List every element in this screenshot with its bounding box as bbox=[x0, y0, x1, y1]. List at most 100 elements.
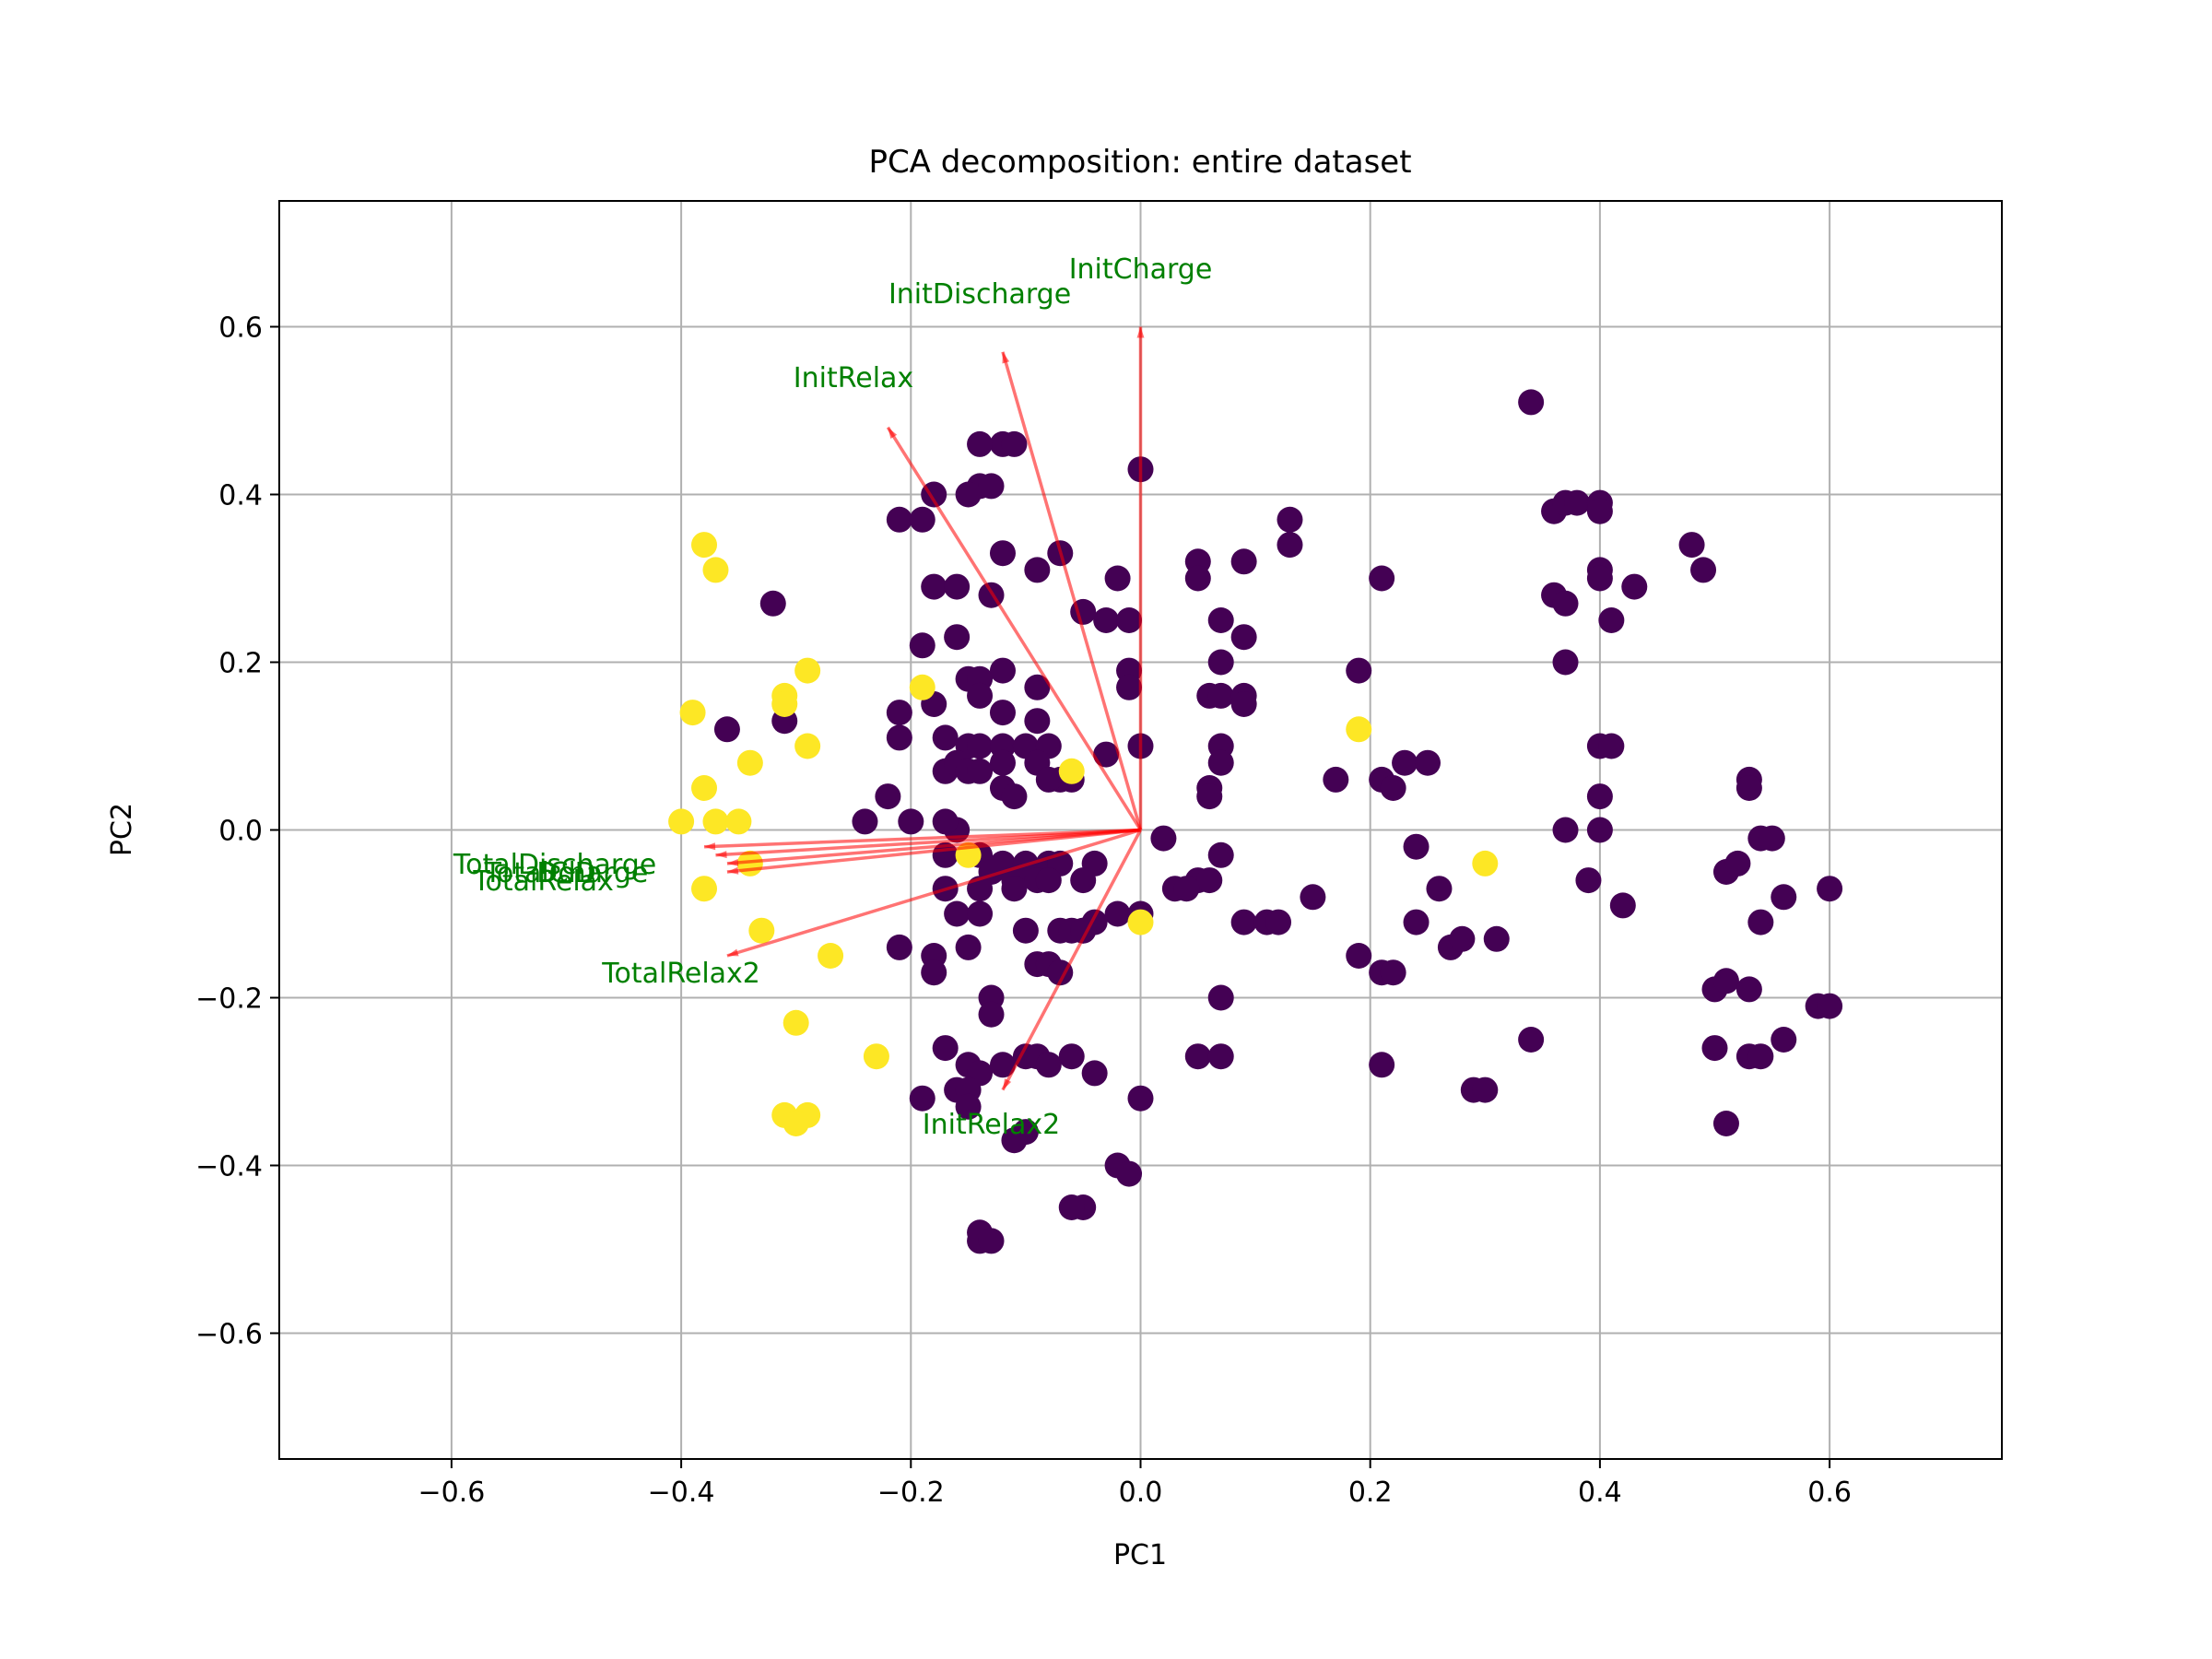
point-class_0-125 bbox=[921, 573, 947, 600]
point-class_0-48 bbox=[1403, 833, 1430, 860]
point-class_0-200 bbox=[1001, 1127, 1028, 1154]
point-class_0-59 bbox=[1472, 1077, 1499, 1103]
point-class_0-74 bbox=[1207, 749, 1234, 776]
point-class_1-5 bbox=[679, 700, 706, 726]
point-class_0-43 bbox=[1323, 766, 1349, 793]
point-class_0-12 bbox=[1552, 649, 1579, 676]
point-class_0-67 bbox=[1230, 624, 1257, 651]
point-class_0-56 bbox=[1380, 959, 1406, 986]
point-class_0-77 bbox=[1207, 841, 1234, 868]
point-class_1-14 bbox=[748, 917, 775, 944]
point-class_0-202 bbox=[713, 716, 740, 743]
point-class_0-42 bbox=[1346, 657, 1372, 684]
point-class_0-157 bbox=[898, 808, 924, 835]
point-class_0-155 bbox=[875, 783, 901, 810]
point-class_0-112 bbox=[1058, 1194, 1085, 1220]
point-class_1-11 bbox=[725, 808, 752, 835]
point-class_0-120 bbox=[886, 506, 912, 533]
y-axis-ticks: −0.6 −0.4 −0.2 0.0 0.2 0.4 0.6 bbox=[195, 312, 279, 1351]
point-class_0-186 bbox=[978, 1001, 1005, 1028]
point-class_0-190 bbox=[989, 1052, 1016, 1078]
chart-title: PCA decomposition: entire dataset bbox=[868, 144, 1411, 181]
point-class_0-86 bbox=[1207, 984, 1234, 1011]
point-class_0-87 bbox=[1184, 1043, 1211, 1070]
point-class_0-198 bbox=[955, 1093, 982, 1120]
point-class_0-20 bbox=[1575, 867, 1602, 894]
loading-label-1: InitDischarge bbox=[888, 278, 1071, 311]
point-class_0-19 bbox=[1586, 817, 1613, 843]
loading-arrowhead-6 bbox=[726, 866, 739, 875]
point-class_0-33 bbox=[1735, 976, 1762, 1003]
point-class_0-181 bbox=[921, 959, 947, 986]
point-class_1-13 bbox=[691, 876, 718, 902]
point-class_0-84 bbox=[1265, 909, 1292, 935]
point-class_0-102 bbox=[1070, 867, 1097, 894]
y-tick-label-2: −0.2 bbox=[195, 983, 263, 1016]
point-class_0-68 bbox=[1207, 649, 1234, 676]
point-class_0-141 bbox=[967, 733, 994, 759]
point-class_0-16 bbox=[1598, 733, 1625, 759]
point-class_0-40 bbox=[1712, 1111, 1739, 1136]
point-class_0-41 bbox=[1369, 565, 1395, 592]
loading-arrow-6 bbox=[726, 828, 1141, 874]
point-class_0-92 bbox=[1093, 607, 1120, 633]
x-tick-label-4: 0.2 bbox=[1348, 1477, 1393, 1509]
y-tick-label-1: −0.4 bbox=[195, 1151, 263, 1183]
point-class_0-10 bbox=[1621, 573, 1648, 600]
point-class_1-9 bbox=[668, 808, 695, 835]
point-class_0-98 bbox=[1093, 741, 1120, 768]
point-class_0-63 bbox=[1230, 548, 1257, 575]
point-class_0-53 bbox=[1483, 925, 1510, 952]
point-class_1-6 bbox=[794, 733, 821, 759]
point-class_1-10 bbox=[702, 808, 729, 835]
point-class_0-172 bbox=[944, 900, 971, 927]
x-tick-label-0: −0.6 bbox=[418, 1477, 485, 1509]
point-class_0-175 bbox=[1012, 917, 1039, 944]
loading-arrows bbox=[703, 326, 1145, 1091]
point-class_0-139 bbox=[932, 724, 959, 751]
point-class_0-50 bbox=[1403, 909, 1430, 935]
y-tick-label-6: 0.6 bbox=[218, 312, 263, 345]
point-class_0-5 bbox=[1586, 498, 1613, 524]
loading-arrowhead-8 bbox=[1002, 1078, 1012, 1090]
point-class_0-193 bbox=[1035, 1052, 1062, 1078]
loading-arrowhead-2 bbox=[888, 427, 898, 439]
point-class_0-32 bbox=[1712, 968, 1739, 994]
point-class_0-149 bbox=[967, 758, 994, 784]
point-class_0-154 bbox=[1001, 783, 1028, 810]
point-class_0-9 bbox=[1586, 565, 1613, 592]
point-class_0-121 bbox=[909, 506, 935, 533]
point-class_1-25 bbox=[1346, 716, 1372, 743]
point-class_0-174 bbox=[955, 934, 982, 960]
point-class_0-76 bbox=[1196, 783, 1223, 810]
point-class_0-89 bbox=[1150, 825, 1177, 852]
x-tick-label-3: 0.0 bbox=[1119, 1477, 1163, 1509]
point-class_0-132 bbox=[989, 657, 1016, 684]
point-class_0-17 bbox=[1586, 783, 1613, 810]
loading-arrow-8 bbox=[1001, 829, 1143, 1091]
y-tick-label-5: 0.4 bbox=[218, 480, 263, 512]
loading-label-4: TotalCharge bbox=[484, 857, 649, 889]
point-class_0-45 bbox=[1380, 775, 1406, 801]
point-class_1-4 bbox=[771, 691, 798, 717]
point-class_0-47 bbox=[1415, 749, 1441, 776]
point-class_0-156 bbox=[852, 808, 878, 835]
loading-label-6: TotalRelax bbox=[472, 865, 614, 898]
point-class_0-11 bbox=[1598, 607, 1625, 633]
point-class_0-168 bbox=[1035, 867, 1062, 894]
point-class_0-108 bbox=[1127, 1085, 1154, 1112]
point-class_0-93 bbox=[1116, 607, 1143, 633]
point-class_1-26 bbox=[1472, 850, 1499, 877]
loading-label-2: InitRelax bbox=[794, 362, 913, 394]
x-tick-label-6: 0.6 bbox=[1807, 1477, 1852, 1509]
point-class_0-62 bbox=[1277, 532, 1303, 559]
loading-label-8: InitRelax2 bbox=[923, 1109, 1060, 1141]
point-class_0-25 bbox=[1724, 850, 1751, 877]
point-class_1-17 bbox=[863, 1043, 889, 1070]
point-class_0-82 bbox=[1230, 909, 1257, 935]
point-class_0-37 bbox=[1701, 1035, 1728, 1062]
point-class_0-57 bbox=[1369, 1052, 1395, 1078]
point-class_0-173 bbox=[967, 900, 994, 927]
loading-arrowhead-4 bbox=[715, 851, 727, 859]
